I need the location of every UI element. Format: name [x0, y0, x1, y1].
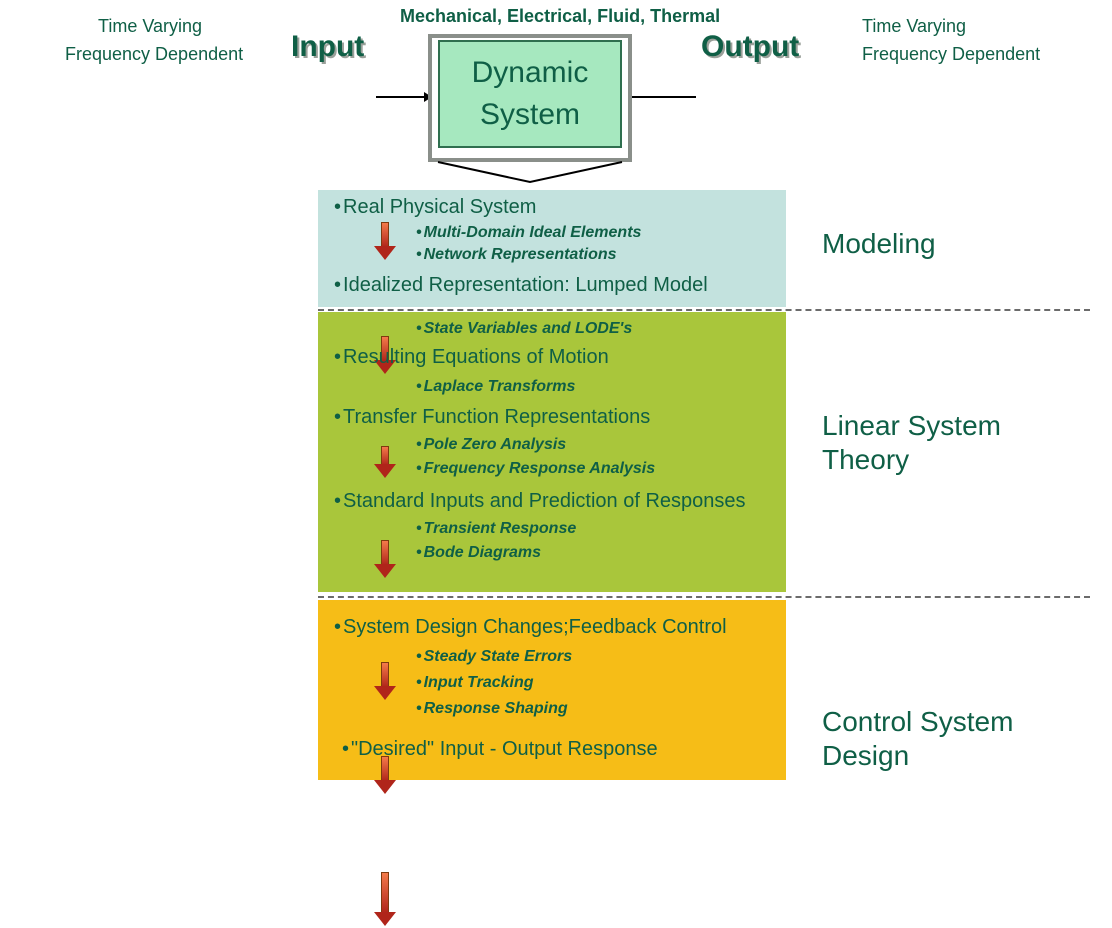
s3-sub1: Steady State Errors	[416, 648, 572, 666]
section-label-control-2: Design	[822, 740, 909, 772]
s2-sub2a: Pole Zero Analysis	[416, 436, 566, 454]
top-left-annot-2: Frequency Dependent	[65, 44, 243, 65]
top-right-annot-2: Frequency Dependent	[862, 44, 1040, 65]
s2-sub0: State Variables and LODE's	[416, 320, 632, 338]
s2-to-s3-arrow	[376, 756, 394, 794]
s3-item2: "Desired" Input - Output Response	[342, 738, 658, 761]
output-label: Output	[701, 30, 799, 64]
input-label: Input	[291, 30, 364, 64]
dash-1	[318, 309, 1090, 311]
input-connector	[376, 96, 428, 98]
section-label-control-1: Control System	[822, 706, 1013, 738]
s2-sub3b: Bode Diagrams	[416, 544, 541, 562]
s1-item2: Idealized Representation: Lumped Model	[334, 274, 708, 297]
s2-arrow2	[376, 540, 394, 578]
section-label-linear-2: Theory	[822, 444, 909, 476]
s3-sub3: Response Shaping	[416, 700, 568, 718]
s2-sub1: Laplace Transforms	[416, 378, 575, 396]
s2-sub3a: Transient Response	[416, 520, 576, 538]
s2-arrow1	[376, 446, 394, 478]
dynamic-system-box: Dynamic System	[438, 40, 622, 148]
dash-2	[318, 596, 1090, 598]
s1-arrow1	[376, 222, 394, 260]
s3-arrow1	[376, 872, 394, 928]
top-right-annot-1: Time Varying	[862, 16, 966, 37]
box-to-section-connector	[428, 160, 632, 190]
s1-sub1: Multi-Domain Ideal Elements	[416, 224, 641, 242]
s2-arrow3	[376, 662, 394, 700]
top-left-annot-1: Time Varying	[98, 16, 202, 37]
s1-sub2: Network Representations	[416, 246, 617, 264]
dynamic-system-line1: Dynamic	[472, 52, 589, 94]
s2-item2: Transfer Function Representations	[334, 406, 650, 429]
top-subtitle: Mechanical, Electrical, Fluid, Thermal	[400, 6, 720, 27]
s2-item3: Standard Inputs and Prediction of Respon…	[334, 490, 746, 513]
s2-item1: Resulting Equations of Motion	[334, 346, 609, 369]
section-label-modeling: Modeling	[822, 228, 936, 260]
section-label-linear-1: Linear System	[822, 410, 1001, 442]
s2-sub2b: Frequency Response Analysis	[416, 460, 655, 478]
output-connector	[632, 96, 696, 98]
s1-item1: Real Physical System	[334, 196, 536, 219]
s3-sub2: Input Tracking	[416, 674, 534, 692]
dynamic-system-line2: System	[480, 94, 580, 136]
s3-item1: System Design Changes;Feedback Control	[334, 616, 727, 639]
